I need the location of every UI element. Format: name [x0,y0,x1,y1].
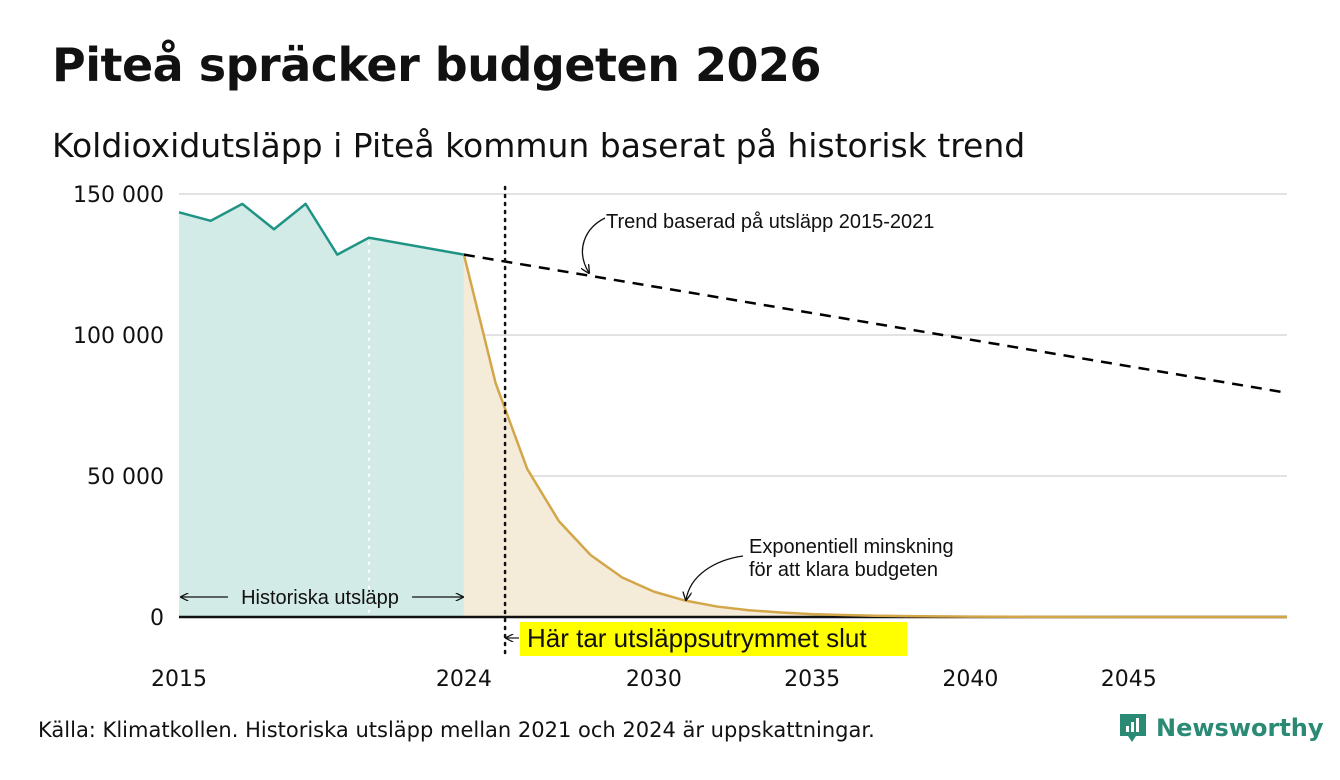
trend-line [463,253,1288,395]
y-tick-label: 100 000 [73,324,164,349]
annotation-exponential-line2: för att klara budgeten [749,559,938,581]
chart-subtitle: Koldioxidutsläpp i Piteå kommun baserat … [52,126,1026,165]
source-note: Källa: Klimatkollen. Historiska utsläpp … [38,718,875,742]
x-tick-label: 2040 [942,667,998,692]
x-tick-label: 2035 [784,667,840,692]
annotation-trend-arrow [582,217,606,273]
brand-name: Newsworthy [1156,714,1324,742]
annotation-exponential-arrow [686,555,744,600]
newsworthy-logo[interactable]: Newsworthy [1118,712,1324,744]
y-tick-label: 50 000 [87,465,164,490]
chart-title: Piteå spräcker budgeten 2026 [52,38,822,92]
historical-line [178,202,465,256]
y-tick-label: 150 000 [73,183,164,208]
x-tick-label: 2015 [151,667,207,692]
x-tick-label: 2030 [626,667,682,692]
y-tick-label: 0 [150,606,164,631]
data-lines [178,185,1288,657]
annotation-historical: Historiska utsläpp [241,587,399,609]
annotation-budget-end: Här tar utsläppsutrymmet slut [527,623,867,653]
x-tick-label: 2024 [436,667,492,692]
budget-area [463,254,1287,617]
annotation-exponential-line1: Exponentiell minskning [749,536,954,558]
axis-ticks: 0 50 000 100 000 150 000 2015 2024 2030 2035 204… [73,183,1157,692]
newsworthy-logo-icon [1120,714,1146,742]
area-fills [179,203,1287,617]
budget-line [462,254,1288,619]
x-tick-label: 2045 [1101,667,1157,692]
annotation-trend: Trend baserad på utsläpp 2015-2021 [606,211,934,233]
historical-area [179,203,464,617]
budget-end-highlight [520,622,907,656]
